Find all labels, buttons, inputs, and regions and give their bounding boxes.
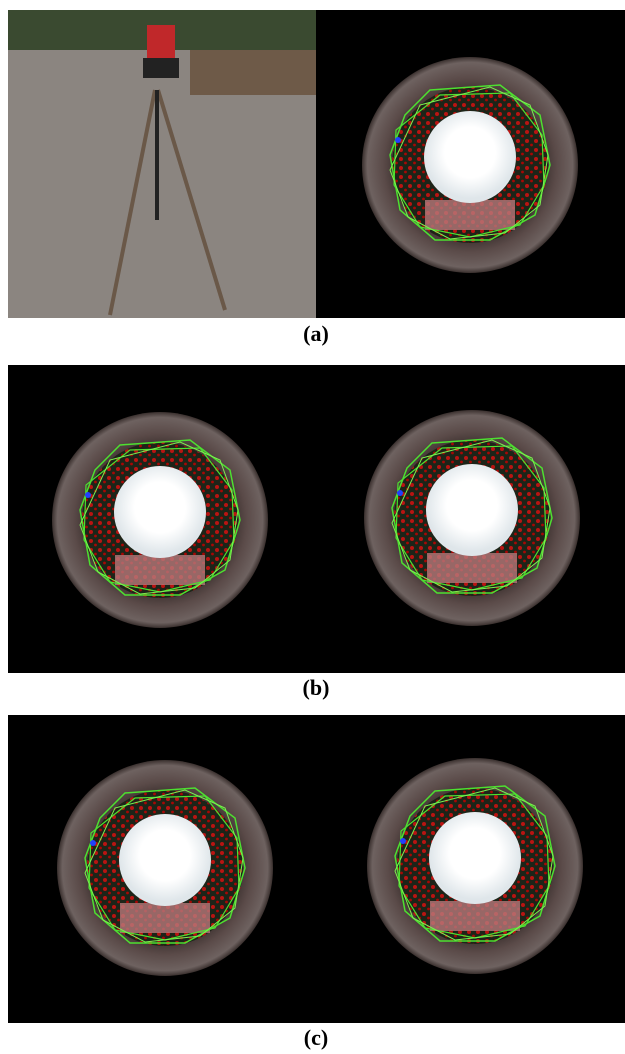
caption: (a) — [303, 321, 329, 346]
ground — [190, 50, 316, 95]
figure: (a) (b) (c) — [0, 0, 625, 1054]
camera-mount — [143, 58, 179, 78]
fisheye-image — [57, 760, 273, 976]
caption: (b) — [303, 675, 330, 700]
panel-a: (a) — [8, 10, 625, 346]
panel-b: (b) — [8, 365, 625, 700]
page: (a) (b) (c) (() => { const data = JSON.p… — [0, 0, 625, 1054]
camera — [147, 25, 175, 60]
fisheye-image — [362, 57, 578, 273]
fisheye-image — [367, 758, 583, 974]
fisheye-image — [364, 410, 580, 626]
panel-c: (c) — [8, 715, 625, 1050]
fisheye-image — [52, 412, 268, 628]
caption: (c) — [304, 1025, 328, 1050]
